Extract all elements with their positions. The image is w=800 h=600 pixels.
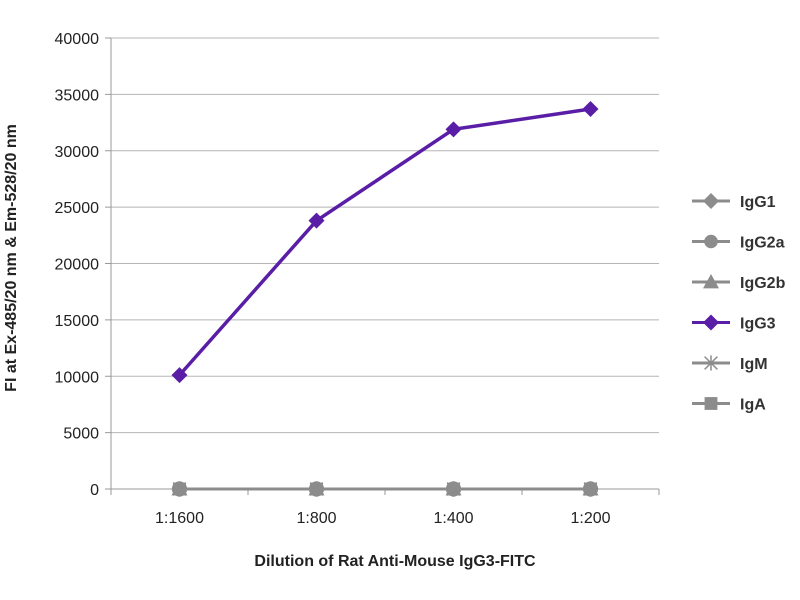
y-axis-title: FI at Ex-485/20 nm & Em-528/20 nm <box>3 124 20 392</box>
plot-area <box>171 101 599 497</box>
y-tick-label: 25000 <box>55 200 100 217</box>
legend-marker <box>703 193 719 209</box>
legend-item-iga: IgA <box>692 397 766 414</box>
y-tick-label: 20000 <box>55 257 100 274</box>
legend-marker <box>704 355 718 371</box>
data-point <box>173 482 186 496</box>
legend-marker <box>704 234 718 249</box>
series-iga <box>173 482 597 496</box>
legend-item-igg2a: IgG2a <box>692 235 785 252</box>
y-tick-label: 15000 <box>55 313 100 330</box>
legend-item-igg2b: IgG2b <box>692 274 786 292</box>
legend-label: IgM <box>740 356 768 373</box>
legend-item-igm: IgM <box>692 355 768 373</box>
legend: IgG1 IgG2a IgG2b IgG3 IgM IgA <box>692 193 786 414</box>
y-tick-label: 40000 <box>55 31 100 48</box>
x-tick-label: 1:1600 <box>155 510 204 527</box>
legend-label: IgG3 <box>740 316 776 333</box>
data-point <box>447 482 460 496</box>
legend-item-igg3: IgG3 <box>692 314 776 333</box>
y-tick-label: 10000 <box>55 369 100 386</box>
legend-item-igg1: IgG1 <box>692 193 776 211</box>
y-tick-label: 5000 <box>63 426 99 443</box>
data-point <box>584 482 597 496</box>
data-point <box>310 482 323 496</box>
y-tick-label: 0 <box>90 482 99 499</box>
gridlines <box>105 37 659 490</box>
data-point <box>308 212 325 229</box>
legend-label: IgA <box>740 397 766 414</box>
legend-marker <box>704 397 718 410</box>
x-tick-label: 1:400 <box>433 510 473 527</box>
y-tick-label: 35000 <box>55 87 100 104</box>
series-igg3 <box>171 101 599 384</box>
legend-label: IgG2b <box>740 275 786 292</box>
y-axis-ticks: 0 5000 10000 15000 20000 25000 30000 35000 40000 <box>55 31 100 499</box>
legend-label: IgG2a <box>740 235 785 252</box>
data-point <box>445 121 462 138</box>
y-tick-label: 30000 <box>55 144 100 161</box>
x-tick-label: 1:200 <box>570 510 610 527</box>
data-point <box>171 367 188 384</box>
data-point <box>582 101 599 118</box>
series-line <box>178 107 591 377</box>
legend-label: IgG1 <box>740 194 776 211</box>
x-axis: 1:1600 1:800 1:400 1:200 <box>110 488 660 527</box>
x-axis-title: Dilution of Rat Anti-Mouse IgG3-FITC <box>254 553 536 570</box>
x-tick-label: 1:800 <box>296 510 336 527</box>
legend-marker <box>703 274 719 289</box>
legend-marker <box>703 314 719 331</box>
